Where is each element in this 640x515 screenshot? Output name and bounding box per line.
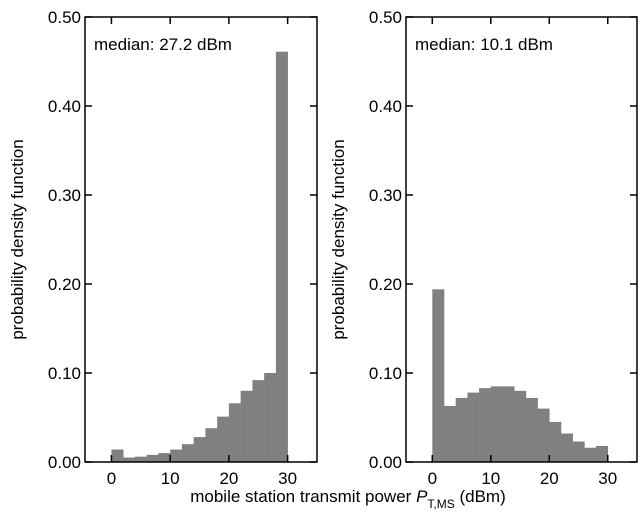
x-tick-label: 20 bbox=[219, 469, 238, 488]
histogram-bar bbox=[193, 437, 206, 462]
x-tick-label: 30 bbox=[598, 469, 617, 488]
x-tick-label: 0 bbox=[107, 469, 116, 488]
x-tick-label: 0 bbox=[428, 469, 437, 488]
y-tick-label: 0.50 bbox=[48, 8, 81, 27]
y-axis-label: probability density function bbox=[8, 139, 27, 339]
histogram-bar bbox=[240, 390, 253, 462]
histogram-bar bbox=[205, 428, 218, 462]
histogram-bar bbox=[514, 390, 527, 462]
y-tick-label: 0.20 bbox=[369, 275, 402, 294]
histogram-bar bbox=[146, 454, 159, 462]
histogram-bar bbox=[596, 445, 609, 462]
left-histogram-panel: 0.00 0.10 0.20 0.30 0.40 0.50 0 10 20 30 probabili… bbox=[8, 8, 318, 488]
histogram-bar bbox=[444, 405, 457, 462]
histogram-bar bbox=[525, 397, 538, 462]
histogram-bar bbox=[560, 433, 573, 462]
histogram-bar bbox=[467, 392, 480, 462]
histogram-bar bbox=[490, 386, 503, 462]
y-axis-label: probability density function bbox=[329, 139, 348, 339]
x-axis-label: mobile station transmit power PT,MS (dBm… bbox=[190, 487, 506, 511]
y-tick-label: 0.50 bbox=[369, 8, 402, 27]
y-tick-label: 0.10 bbox=[369, 364, 402, 383]
histogram-bar bbox=[432, 289, 445, 462]
y-tick-label: 0.30 bbox=[369, 186, 402, 205]
histogram-bar bbox=[502, 386, 515, 462]
x-axis-label-suffix: (dBm) bbox=[455, 487, 506, 506]
median-annotation: median: 10.1 dBm bbox=[415, 35, 553, 54]
histogram-bar bbox=[123, 457, 136, 462]
histogram-bar bbox=[455, 397, 468, 462]
plot-frame bbox=[84, 16, 318, 463]
x-axis-label-prefix: mobile station transmit power bbox=[190, 487, 416, 506]
histogram-bar bbox=[275, 51, 288, 463]
histogram-bar bbox=[479, 388, 492, 462]
x-axis-label-symbol: P bbox=[416, 487, 428, 506]
histogram-bar bbox=[264, 373, 277, 462]
y-tick-label: 0.30 bbox=[48, 186, 81, 205]
x-tick-label: 10 bbox=[481, 469, 500, 488]
y-tick-label: 0.40 bbox=[369, 97, 402, 116]
plot-frame bbox=[405, 16, 638, 463]
histogram-bar bbox=[217, 416, 230, 462]
histogram-bar bbox=[584, 447, 597, 462]
right-histogram-panel: 0.00 0.10 0.20 0.30 0.40 0.50 0 10 20 30 probabili… bbox=[329, 8, 638, 488]
x-tick-label: 30 bbox=[278, 469, 297, 488]
histogram-bar bbox=[228, 403, 241, 462]
histogram-bar bbox=[252, 380, 265, 462]
histogram-bar bbox=[537, 408, 550, 462]
x-tick-label: 10 bbox=[161, 469, 180, 488]
histogram-bar bbox=[134, 456, 147, 462]
y-tick-label: 0.00 bbox=[48, 453, 81, 472]
histogram-bar bbox=[572, 441, 585, 462]
histogram-bar bbox=[111, 449, 124, 462]
y-tick-label: 0.20 bbox=[48, 275, 81, 294]
y-tick-label: 0.00 bbox=[369, 453, 402, 472]
y-tick-label: 0.40 bbox=[48, 97, 81, 116]
histogram-bar bbox=[170, 449, 183, 462]
histogram-bar bbox=[158, 453, 171, 462]
y-tick-label: 0.10 bbox=[48, 364, 81, 383]
histogram-bar bbox=[181, 444, 194, 462]
histogram-bar bbox=[549, 421, 562, 462]
median-annotation: median: 27.2 dBm bbox=[94, 35, 232, 54]
x-axis-label-subscript: T,MS bbox=[427, 497, 454, 511]
x-tick-label: 20 bbox=[540, 469, 559, 488]
